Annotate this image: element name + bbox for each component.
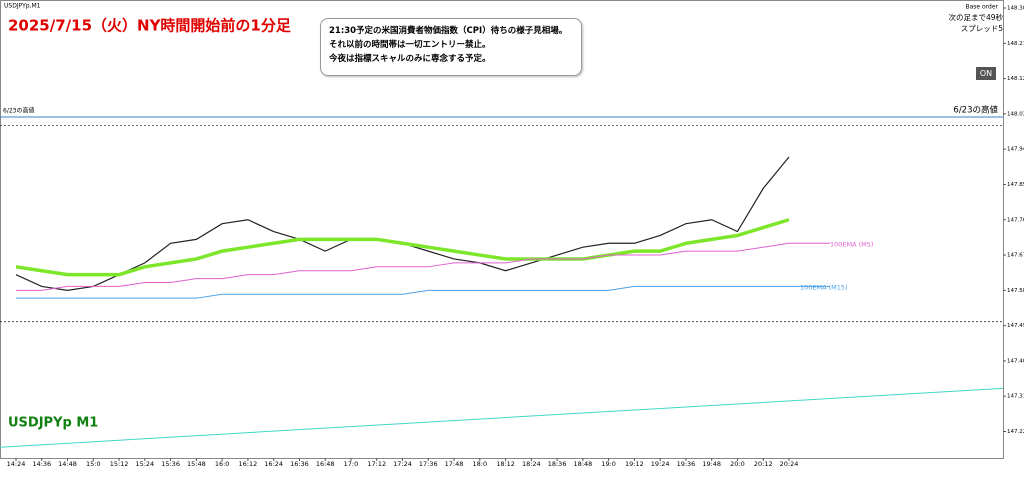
x-tick-label: 15:24 (135, 460, 154, 468)
x-tick-label: 19:36 (677, 460, 696, 468)
x-tick-label: 15:0 (86, 460, 101, 468)
level-label: 6/23の高値 (3, 107, 34, 115)
y-tick-label: 147.850 (1007, 182, 1024, 188)
x-tick-label: 20:0 (730, 460, 745, 468)
chart-title: USDJPYp,M1 (4, 3, 41, 10)
x-tick-label: 19:48 (702, 460, 721, 468)
x-tick-label: 17:48 (445, 460, 464, 468)
x-tick-label: 16:24 (264, 460, 283, 468)
y-tick-label: 147.310 (1007, 394, 1024, 400)
y-tick-label: 148.300 (1007, 6, 1024, 12)
series-label: 100EMA (M5) (830, 240, 873, 248)
y-tick-label: 147.940 (1007, 147, 1024, 153)
symbol-label: USDJPYp M1 (8, 416, 98, 431)
x-tick-label: 14:48 (58, 460, 77, 468)
panel-text: Base order (965, 4, 998, 11)
y-tick-label: 147.760 (1007, 217, 1024, 223)
y-tick-label: 147.490 (1007, 323, 1024, 329)
x-tick-label: 15:12 (110, 460, 129, 468)
y-tick-label: 147.580 (1007, 288, 1024, 294)
x-tick-label: 17:0 (344, 460, 359, 468)
panel-text: 次の足まで49秒 (948, 12, 1003, 22)
y-tick-label: 147.220 (1007, 429, 1024, 435)
x-tick-label: 17:36 (419, 460, 438, 468)
note-line: 21:30予定の米国消費者物価指数（CPI）待ちの様子見相場。 (329, 26, 568, 36)
x-tick-label: 19:0 (601, 460, 616, 468)
note-box: 21:30予定の米国消費者物価指数（CPI）待ちの様子見相場。 それ以前の時間帯… (320, 18, 582, 76)
x-tick-label: 17:24 (393, 460, 412, 468)
x-tick-label: 15:48 (187, 460, 206, 468)
x-tick-label: 18:24 (522, 460, 541, 468)
on-button[interactable]: ON (976, 67, 996, 80)
note-line: それ以前の時間帯は一切エントリー禁止。 (329, 40, 491, 50)
headline: 2025/7/15（火）NY時間開始前の1分足 (8, 17, 292, 35)
x-tick-label: 15:36 (161, 460, 180, 468)
x-tick-label: 18:36 (548, 460, 567, 468)
plot-frame (0, 0, 1004, 459)
series-line (16, 285, 789, 299)
x-tick-label: 17:12 (367, 460, 386, 468)
x-tick-label: 16:48 (316, 460, 335, 468)
x-tick-label: 14:24 (7, 460, 26, 468)
panel-text: スプレッド5 (961, 24, 1003, 33)
x-tick-label: 16:12 (239, 460, 258, 468)
x-tick-label: 18:48 (573, 460, 592, 468)
x-tick-label: 14:36 (32, 460, 51, 468)
x-tick-label: 16:36 (290, 460, 309, 468)
x-tick-label: 18:12 (496, 460, 515, 468)
note-line: 今夜は指標スキャルのみに専念する予定。 (329, 54, 491, 64)
x-tick-label: 19:24 (651, 460, 670, 468)
x-tick-label: 20:12 (754, 460, 773, 468)
y-tick-label: 148.120 (1007, 76, 1024, 82)
x-tick-label: 20:24 (780, 460, 799, 468)
y-tick-label: 148.030 (1007, 111, 1024, 117)
x-tick-label: 19:12 (625, 460, 644, 468)
level-label: 6/23の高値 (953, 105, 998, 116)
series-line (16, 242, 790, 291)
y-tick-label: 147.670 (1007, 253, 1024, 259)
x-tick-label: 18:0 (472, 460, 487, 468)
series-label: 100EMA (M15) (800, 283, 848, 291)
x-tick-label: 16:0 (215, 460, 230, 468)
series-line (15, 218, 790, 277)
y-tick-label: 147.400 (1007, 358, 1024, 364)
trend-line (0, 387, 1004, 448)
y-tick-label: 148.210 (1007, 41, 1024, 47)
